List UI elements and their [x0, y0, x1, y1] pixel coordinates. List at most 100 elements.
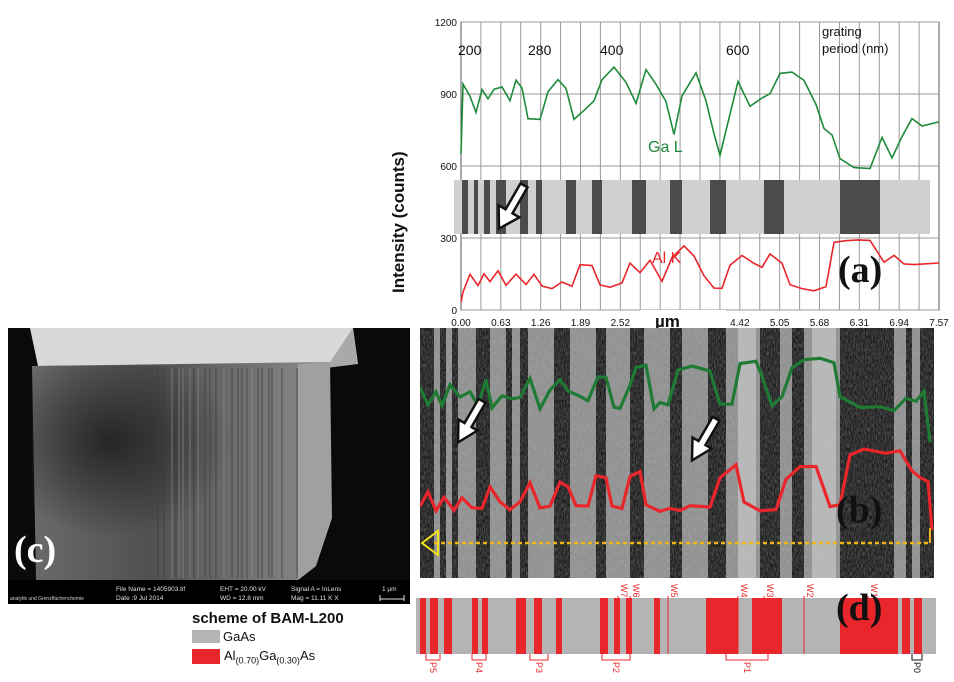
legend-item-gaas: GaAs	[192, 629, 402, 644]
legend-item-algaas: Al(0.70)Ga(0.30)As	[192, 648, 402, 666]
algaas-layer	[654, 598, 660, 654]
spectra-lines	[460, 65, 940, 303]
institute-text: analytik und Grenzflächenchemie	[10, 596, 84, 602]
algaas-layer	[752, 598, 782, 654]
algaas-layer	[482, 598, 488, 654]
x-tick-label: 7.57	[929, 318, 949, 328]
p-bracket	[601, 654, 631, 661]
w-label: W1	[869, 584, 879, 598]
p-label: P1	[742, 662, 752, 673]
y-tick-label: 0	[451, 306, 457, 317]
x-axis-label: µm	[655, 312, 680, 328]
gaas-swatch	[192, 630, 220, 643]
panel-a-label: (a)	[838, 249, 882, 291]
signal-text: Signal A = InLens	[291, 586, 342, 593]
overlay-lines	[420, 356, 934, 530]
ga-l-line	[460, 65, 940, 170]
p-bracket	[425, 654, 441, 661]
scale-bar	[379, 595, 405, 601]
panel-d: W7 W6 W5 W4 W3 W2 W1 P5 P4 P3 P2 P1 P0 (d)	[416, 578, 940, 682]
period-label-200: 200	[458, 42, 482, 58]
y-tick-label: 600	[440, 162, 457, 173]
ga-l-label: Ga L	[648, 139, 683, 156]
algaas-layer	[600, 598, 608, 654]
x-tick-label: 1.26	[531, 318, 551, 328]
algaas-layer	[516, 598, 526, 654]
algaas-swatch	[192, 649, 220, 665]
grating-label: grating	[822, 24, 862, 39]
x-axis-label-box	[640, 310, 726, 330]
p-label: P4	[474, 662, 484, 673]
sem-strip	[454, 180, 930, 234]
w-labels: W7 W6 W5 W4 W3 W2 W1	[617, 584, 879, 654]
algaas-layer	[614, 598, 620, 654]
panel-b-label: (b)	[836, 489, 883, 531]
y-tick-label: 300	[440, 234, 457, 245]
x-tick-label: 5.05	[770, 318, 790, 328]
sem-overlay	[420, 328, 934, 578]
arrow-icon	[690, 415, 722, 463]
p-label: P2	[611, 662, 621, 673]
algaas-layer	[420, 598, 426, 654]
w-label: W7	[619, 584, 629, 598]
w-label: W2	[805, 584, 815, 598]
algaas-layer	[556, 598, 562, 654]
w-label: W6	[631, 584, 641, 598]
algaas-layer	[706, 598, 738, 654]
panel-b: (b)	[420, 328, 934, 578]
x-tick-label: 0.63	[491, 318, 511, 328]
gaas-label: GaAs	[223, 629, 256, 644]
ga-overlay-line	[420, 356, 932, 443]
legend-title: scheme of BAM-L200	[192, 610, 344, 627]
p-bracket	[911, 654, 923, 661]
date-text: Date :9 Jul 2014	[116, 595, 164, 602]
panel-c-label: (c)	[14, 529, 57, 571]
p-label: P0	[912, 662, 922, 673]
horizontal-grid	[461, 21, 939, 311]
y-axis-label: Intensity (counts)	[389, 151, 408, 293]
panel-c: analytik und Grenzflächenchemie File Nam…	[8, 328, 410, 604]
eht-text: EHT = 20.00 kV	[220, 586, 267, 593]
sem-stripes	[157, 368, 298, 578]
p-label: P5	[428, 662, 438, 673]
algaas-layer	[444, 598, 452, 654]
algaas-layers	[420, 598, 922, 654]
scan-arrow-icon	[420, 529, 439, 557]
algaas-layer	[914, 598, 922, 654]
algaas-layer	[430, 598, 438, 654]
x-tick-label: 2.52	[611, 318, 631, 328]
w-label: W4	[739, 584, 749, 598]
algaas-layer	[626, 598, 632, 654]
x-tick-label: 1.89	[571, 318, 591, 328]
scheme-bar: W7 W6 W5 W4 W3 W2 W1 P5 P4 P3 P2 P1 P0	[416, 584, 936, 673]
wd-text: WD = 12.8 mm	[220, 595, 264, 602]
algaas-layer	[534, 598, 542, 654]
x-tick-label: 5.68	[810, 318, 830, 328]
period-label-400: 400	[600, 42, 624, 58]
al-k-line	[460, 239, 940, 303]
algaas-label: Al(0.70)Ga(0.30)As	[224, 648, 316, 666]
arrow-icon	[497, 181, 530, 231]
p-bracket	[529, 654, 549, 661]
x-tick-label: 0.00	[451, 318, 471, 328]
period-label-280: 280	[528, 42, 552, 58]
algaas-layer	[902, 598, 910, 654]
mag-text: Mag = 11.11 K X	[291, 595, 339, 602]
algaas-layer	[472, 598, 478, 654]
p-bracket	[471, 654, 487, 661]
p-bracket	[725, 654, 769, 661]
w-label: W5	[669, 584, 679, 598]
arrow-icon	[456, 397, 488, 445]
x-tick-label: 4.42	[730, 318, 750, 328]
p-labels: P5 P4 P3 P2 P1 P0	[425, 654, 923, 673]
al-overlay-line	[420, 447, 934, 530]
file-name-text: File Name = 1405903.tif	[116, 586, 185, 593]
p-label: P3	[534, 662, 544, 673]
x-tick-label: 6.31	[850, 318, 870, 328]
panel-d-label: (d)	[836, 587, 883, 629]
w-label: W3	[765, 584, 775, 598]
al-k-label: Al K	[652, 250, 682, 267]
sem-image: analytik und Grenzflächenchemie File Nam…	[8, 328, 410, 604]
